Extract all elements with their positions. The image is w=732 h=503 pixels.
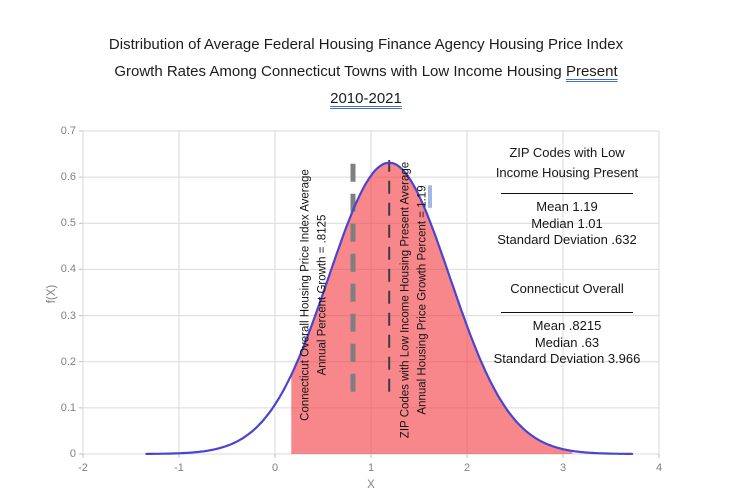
annotation-zip-mean-line2: Annual Housing Price Growth Percent = 1.… — [416, 185, 428, 415]
stats-panel-ct-header: Connecticut Overall — [510, 281, 624, 296]
chart-title-line2: Growth Rates Among Connecticut Towns wit… — [114, 63, 618, 80]
zip-std-dev: Standard Deviation .632 — [497, 232, 637, 247]
chart-title-line1: Distribution of Average Federal Housing … — [108, 36, 624, 53]
ct-median: Median .63 — [534, 334, 600, 350]
zip-median: Median 1.01 — [531, 215, 603, 231]
ct-std-dev: Standard Deviation 3.966 — [493, 351, 641, 366]
x-tick-label: 4 — [655, 462, 663, 474]
annotation-ct-mean-line2: Annual Percent Growth = .8125 — [316, 214, 328, 376]
y-tick-label: 0.5 — [60, 217, 76, 230]
underlined-value-119: 1.19 — [416, 185, 428, 208]
chart-title-line3: 2010-2021 — [0, 85, 732, 112]
y-tick-label: 0.7 — [60, 125, 76, 137]
ct-mean: Mean .8215 — [532, 318, 602, 333]
y-tick-label: 0.2 — [60, 355, 76, 368]
x-tick-label: 3 — [559, 462, 567, 474]
stats-panel-divider — [501, 312, 633, 313]
stats-panel-ct: Connecticut Overall Mean .8215 Median .6… — [452, 279, 682, 368]
stats-panel-zip: ZIP Codes with Low Income Housing Presen… — [452, 143, 682, 249]
chart-title: Distribution of Average Federal Housing … — [0, 31, 732, 112]
y-tick-label: 0 — [69, 448, 76, 460]
x-tick-label: 2 — [463, 462, 471, 474]
y-tick-label: 0.1 — [60, 401, 76, 414]
x-tick-label: -2 — [78, 462, 88, 474]
y-tick-label: 0.4 — [60, 263, 76, 276]
x-tick-label: 0 — [271, 462, 279, 474]
x-axis-title: X — [367, 479, 375, 491]
underlined-word-present: Present — [565, 63, 618, 80]
x-tick-label: -1 — [174, 462, 184, 474]
x-tick-label: 1 — [367, 462, 375, 474]
annotation-zip-mean-line1: ZIP Codes with Low Income Housing Presen… — [399, 161, 412, 439]
stats-panel-divider — [501, 193, 633, 194]
zip-mean: Mean 1.19 — [536, 199, 598, 214]
y-tick-label: 0.6 — [60, 171, 76, 184]
stats-panel-zip-header: ZIP Codes with Low Income Housing Presen… — [495, 145, 639, 180]
underlined-date-range: 2010-2021 — [330, 90, 402, 107]
y-tick-label: 0.3 — [60, 309, 76, 322]
annotation-ct-mean-line1: Connecticut Overall Housing Price Index … — [299, 169, 312, 421]
